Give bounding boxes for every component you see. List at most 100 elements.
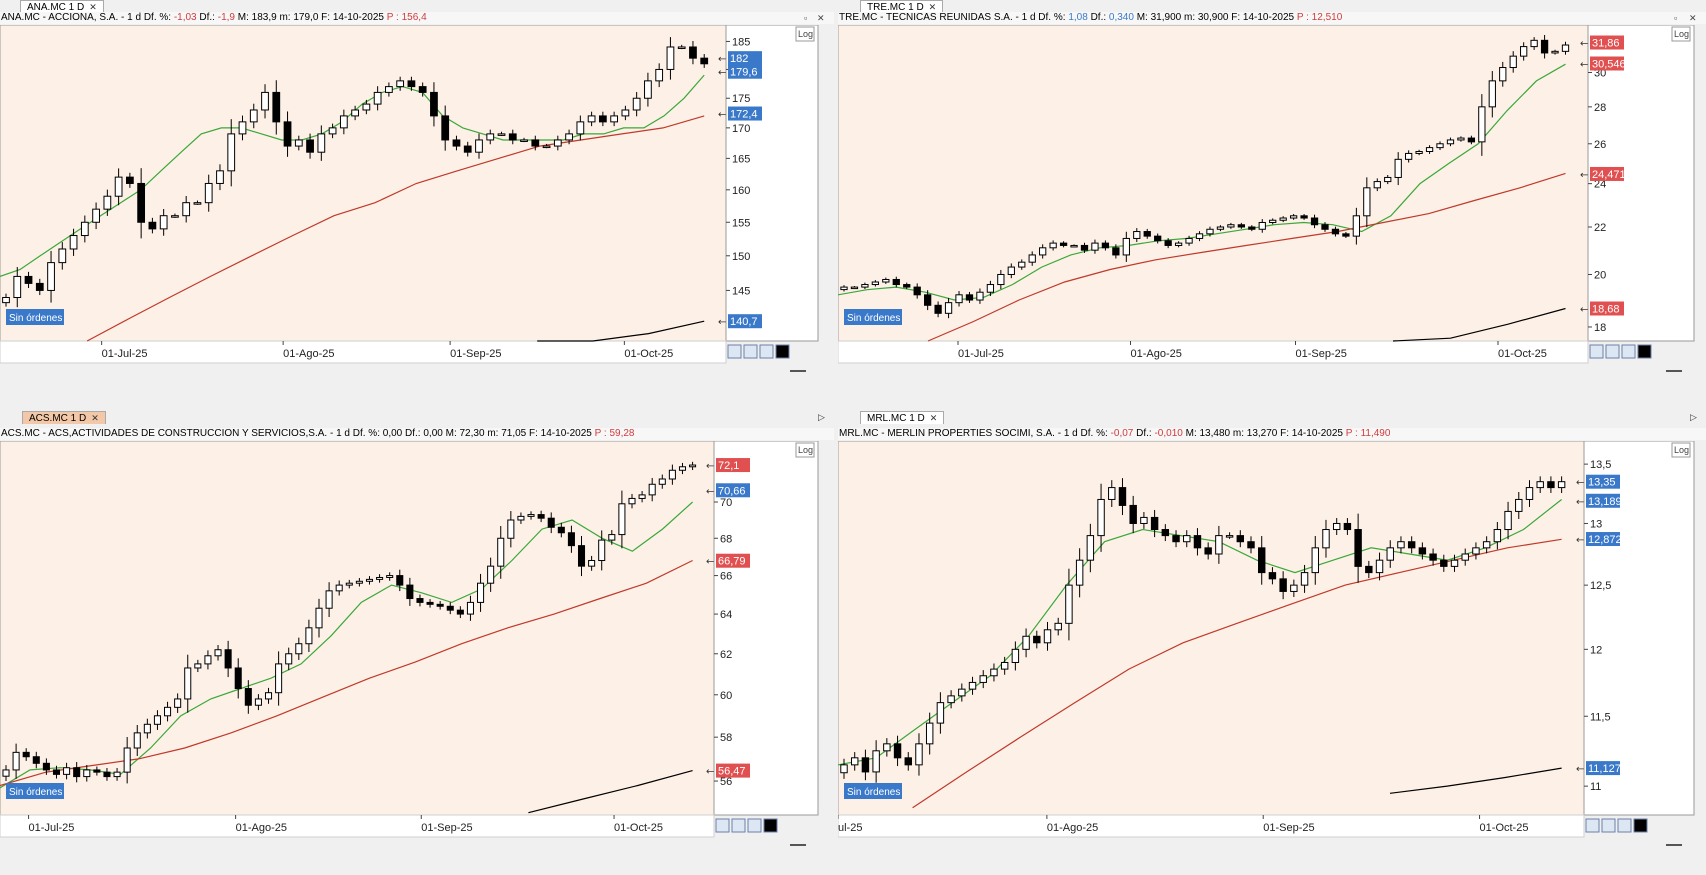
- tab-ana[interactable]: ANA.MC 1 D ✕: [20, 0, 104, 13]
- maximize-icon[interactable]: [747, 818, 762, 833]
- close-icon[interactable]: ✕: [89, 2, 97, 12]
- log-toggle[interactable]: [795, 442, 815, 458]
- candle: [345, 579, 353, 589]
- candle: [272, 80, 281, 135]
- x-tick-label: 01-Jul-25: [102, 348, 148, 360]
- tab-acs[interactable]: ACS.MC 1 D ✕: [22, 411, 106, 424]
- max-value: M: 72,30: [445, 428, 485, 439]
- candle: [1472, 542, 1480, 560]
- time-axis[interactable]: [838, 340, 1589, 364]
- orders-badge[interactable]: [844, 783, 902, 799]
- plot-area[interactable]: [0, 441, 715, 816]
- log-toggle[interactable]: [795, 26, 815, 42]
- log-toggle-label[interactable]: Log: [1674, 29, 1689, 39]
- time-axis[interactable]: [0, 340, 727, 364]
- plot-area[interactable]: [0, 25, 727, 342]
- candle: [497, 131, 506, 137]
- price-tag: [716, 553, 750, 568]
- save-icon[interactable]: [731, 818, 746, 833]
- candle: [986, 280, 995, 297]
- scroll-right-icon[interactable]: ▷: [1690, 412, 1697, 422]
- y-tick-label: 150: [732, 251, 750, 263]
- save-icon[interactable]: [1601, 818, 1616, 833]
- chart-canvas[interactable]: 13,5 13 12,5 12 11,5 11 ul-25 01-Ago-25 01-Sep-2…: [838, 441, 1706, 869]
- sync-icon[interactable]: [715, 818, 730, 833]
- orders-badge[interactable]: [844, 309, 902, 325]
- candle: [1493, 521, 1502, 550]
- candle: [587, 111, 596, 127]
- plot-area[interactable]: [838, 441, 1585, 816]
- candle: [92, 202, 100, 230]
- df-label: Df.:: [199, 12, 215, 23]
- sync-icon[interactable]: [1585, 818, 1600, 833]
- log-toggle-label[interactable]: Log: [798, 445, 813, 455]
- save-icon[interactable]: [743, 344, 758, 359]
- sync-icon[interactable]: [727, 344, 742, 359]
- time-axis[interactable]: [838, 814, 1585, 838]
- close-icon[interactable]: ✕: [817, 13, 825, 23]
- candle: [73, 762, 81, 783]
- candle: [1075, 548, 1084, 598]
- close-icon[interactable]: ✕: [928, 2, 937, 12]
- orders-badge-label[interactable]: Sin órdenes: [9, 787, 62, 798]
- color-box-icon[interactable]: [1633, 818, 1648, 833]
- candle: [997, 269, 1005, 290]
- candle: [1154, 233, 1162, 244]
- chart-header: ACS.MC - ACS,ACTIVIDADES DE CONSTRUCCION…: [0, 428, 834, 440]
- price-tag-label: 56,47: [718, 766, 746, 778]
- orders-badge[interactable]: [6, 783, 64, 799]
- log-toggle-label[interactable]: Log: [1674, 445, 1689, 455]
- log-toggle[interactable]: [1671, 442, 1691, 458]
- arrow-left-icon: ←: [1580, 59, 1588, 70]
- candle: [1352, 207, 1361, 245]
- candle: [1397, 536, 1405, 554]
- scroll-right-icon[interactable]: ▷: [818, 412, 825, 422]
- x-tick-label: 01-Sep-25: [421, 822, 472, 834]
- candle: [1049, 240, 1057, 251]
- candle: [1215, 525, 1223, 564]
- orders-badge-label[interactable]: Sin órdenes: [9, 313, 62, 324]
- y-tick-label: 68: [720, 533, 732, 545]
- color-box-icon[interactable]: [1637, 344, 1652, 359]
- time-axis[interactable]: [0, 814, 715, 838]
- color-box-icon[interactable]: [763, 818, 778, 833]
- candle: [52, 765, 61, 779]
- price-axis[interactable]: [1587, 25, 1695, 342]
- orders-badge-label[interactable]: Sin órdenes: [847, 787, 900, 798]
- maximize-icon[interactable]: [1617, 818, 1632, 833]
- chart-canvas[interactable]: 70 68 66 64 62 60 58 56 01-Jul-25 01-Ago-25 01-Sep…: [0, 441, 830, 869]
- tab-mrl[interactable]: MRL.MC 1 D ✕: [860, 411, 945, 424]
- restore-icon[interactable]: ▫: [804, 13, 808, 23]
- color-box-icon[interactable]: [775, 344, 790, 359]
- orders-badge[interactable]: [6, 309, 64, 325]
- price-axis[interactable]: [713, 441, 819, 816]
- sync-icon[interactable]: [1589, 344, 1604, 359]
- min-value: m: 13,270: [1232, 428, 1278, 439]
- arrow-left-icon: ←: [1580, 170, 1588, 181]
- maximize-icon[interactable]: [759, 344, 774, 359]
- price-tag: [728, 314, 762, 329]
- close-icon[interactable]: ✕: [1689, 13, 1697, 23]
- y-tick-label: 145: [732, 285, 750, 297]
- candle: [463, 141, 472, 157]
- candle: [1091, 239, 1099, 254]
- maximize-icon[interactable]: [1621, 344, 1636, 359]
- tab-strip: TRE.MC 1 D ✕: [838, 0, 1706, 13]
- log-toggle-label[interactable]: Log: [798, 29, 813, 39]
- p-value: P : 12,510: [1296, 12, 1343, 23]
- restore-icon[interactable]: ▫: [1674, 13, 1678, 23]
- candle: [214, 645, 222, 661]
- close-icon[interactable]: ✕: [91, 413, 99, 423]
- tab-tre[interactable]: TRE.MC 1 D ✕: [860, 0, 944, 13]
- save-icon[interactable]: [1605, 344, 1620, 359]
- x-tick-label: 01-Ago-25: [1047, 822, 1098, 834]
- candle: [1300, 213, 1308, 220]
- chart-canvas[interactable]: 18518017517016516015515014501-Jul-2501-A…: [0, 25, 830, 395]
- candle: [1499, 61, 1507, 87]
- orders-badge-label[interactable]: Sin órdenes: [847, 313, 900, 324]
- plot-area[interactable]: [838, 25, 1589, 342]
- close-icon[interactable]: ✕: [929, 413, 938, 423]
- candle: [638, 491, 646, 503]
- log-toggle[interactable]: [1671, 26, 1691, 42]
